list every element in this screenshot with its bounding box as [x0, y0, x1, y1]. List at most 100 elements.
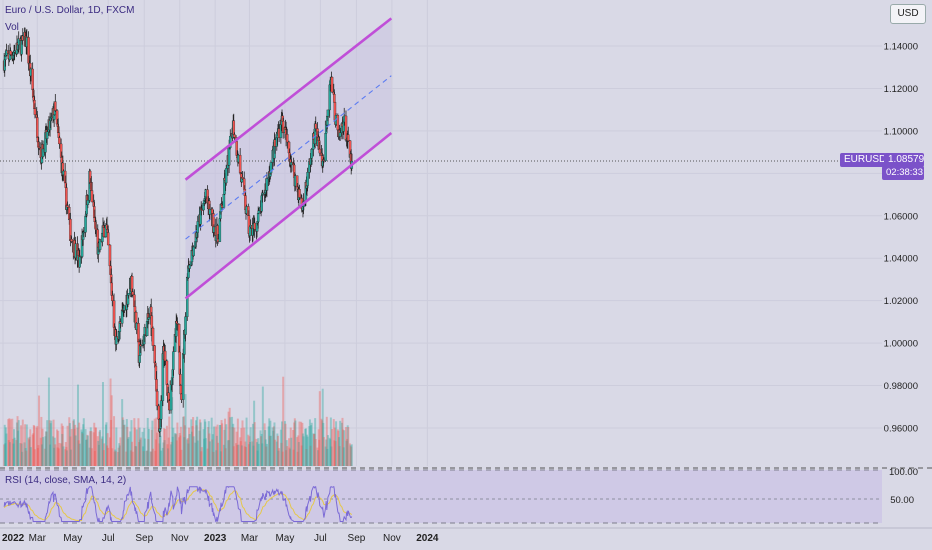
volume-bar	[310, 425, 313, 466]
candles	[2, 27, 354, 438]
volume-bar	[213, 426, 216, 466]
candle-body	[155, 390, 159, 407]
currency-button[interactable]: USD	[890, 4, 926, 24]
volume-bar	[32, 424, 35, 466]
volume-bar	[200, 447, 203, 466]
volume-bar	[306, 436, 309, 466]
volume-bar	[222, 444, 225, 466]
volume-bar	[314, 418, 317, 466]
volume-bar	[240, 428, 243, 466]
volume-bar	[158, 443, 161, 466]
volume-bar	[121, 417, 124, 466]
candle-body	[138, 355, 141, 363]
price-tick-label: 1.04000	[884, 254, 918, 265]
volume-bar	[271, 427, 274, 466]
volume-bar	[54, 444, 57, 466]
volume-bar	[236, 445, 239, 466]
volume-bar	[337, 437, 340, 466]
volume-bar	[29, 447, 32, 466]
volume-bar	[261, 386, 264, 466]
rsi-level-50: 50.00	[890, 495, 914, 506]
candle-body	[310, 149, 313, 159]
volume-bar	[110, 419, 113, 466]
candle-body	[347, 134, 350, 141]
last-price-tag: 1.08579	[884, 153, 924, 167]
volume-bar	[269, 435, 272, 466]
candle-body	[90, 190, 94, 203]
volume-bar	[76, 427, 79, 466]
volume-bar	[31, 434, 34, 466]
volume-bar	[321, 388, 324, 466]
volume-bar	[335, 421, 338, 466]
volume-bar	[278, 448, 281, 466]
volume-bar	[33, 425, 36, 466]
candle-body	[306, 172, 309, 186]
volume-bar	[301, 433, 304, 466]
candle-body	[229, 135, 232, 148]
volume-bar	[142, 451, 145, 466]
volume-bar	[247, 434, 250, 466]
volume-bar	[192, 417, 195, 466]
candle-body	[36, 117, 39, 138]
volume-bar	[343, 430, 346, 466]
volume-bar	[333, 427, 336, 466]
channel-mid-line[interactable]	[185, 75, 392, 240]
volume-bar	[27, 437, 30, 466]
volume-bar	[107, 447, 110, 466]
volume-bar	[65, 450, 68, 466]
time-tick-label: Nov	[171, 533, 189, 544]
volume-bar	[284, 423, 287, 466]
volume-bar	[17, 420, 20, 466]
volume-bar	[134, 446, 137, 466]
volume-bar	[221, 423, 224, 466]
volume-bar	[329, 417, 332, 466]
volume-bar	[3, 444, 6, 466]
grid	[0, 0, 882, 466]
candle-body	[106, 232, 110, 246]
volume-bar	[208, 441, 211, 466]
volume-bar	[62, 446, 65, 466]
volume-bar	[332, 419, 335, 466]
volume-bar	[60, 443, 63, 466]
channel-upper-line[interactable]	[184, 17, 393, 181]
symbol-title: Euro / U.S. Dollar, 1D, FXCM	[5, 5, 135, 16]
candle-body	[227, 146, 231, 166]
volume-bar	[68, 417, 71, 466]
volume-bar	[207, 427, 210, 466]
volume-bar	[40, 444, 43, 466]
volume-bar	[196, 440, 199, 466]
volume-bar	[269, 420, 272, 466]
volume-bar	[207, 421, 210, 466]
volume-bar	[69, 436, 72, 466]
volume-bar	[23, 442, 26, 466]
volume-bar	[135, 429, 138, 466]
volume-bar	[215, 435, 218, 466]
time-tick-label: Nov	[383, 533, 401, 544]
volume-bars	[3, 376, 353, 466]
volume-bar	[57, 430, 60, 466]
time-tick-label: Mar	[29, 533, 47, 544]
volume-bar	[256, 442, 259, 466]
volume-bar	[167, 437, 170, 466]
volume-bar	[227, 411, 230, 466]
candle-body	[58, 137, 61, 145]
volume-bar	[16, 416, 19, 466]
volume-bar	[183, 425, 186, 466]
volume-bar	[191, 426, 194, 466]
candle-body	[84, 215, 87, 233]
time-tick-label: 2023	[204, 533, 227, 544]
channel-lower-line[interactable]	[184, 131, 393, 300]
volume-bar	[273, 422, 276, 466]
time-axis[interactable]: 2022 Mar May Jul Sep Nov 2023 Mar May Jul Sep Nov 20…	[2, 533, 439, 544]
volume-bar	[232, 423, 235, 466]
volume-bar	[211, 434, 214, 466]
volume-bar	[45, 431, 48, 466]
volume-bar	[215, 450, 218, 466]
volume-bar	[129, 450, 132, 466]
volume-bar	[81, 431, 84, 466]
volume-bar	[277, 450, 280, 466]
volume-bar	[322, 437, 325, 466]
volume-bar	[135, 446, 138, 466]
volume-bar	[330, 446, 333, 466]
